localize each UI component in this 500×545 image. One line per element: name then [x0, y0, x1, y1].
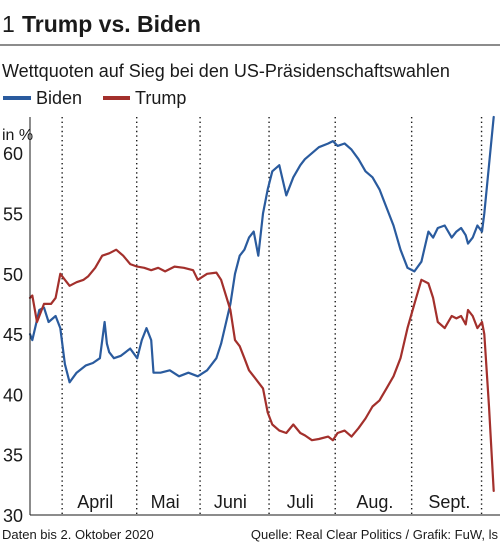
- legend-label-trump: Trump: [135, 88, 186, 108]
- series-layer: [28, 115, 495, 492]
- x-tick-label: Juni: [214, 492, 247, 512]
- legend-label-biden: Biden: [36, 88, 82, 108]
- y-tick-label: 50: [3, 265, 23, 285]
- x-tick-label: Aug.: [356, 492, 393, 512]
- y-tick-label: 35: [3, 446, 23, 466]
- x-tick-label: Mai: [151, 492, 180, 512]
- footer-date: Daten bis 2. Oktober 2020: [2, 527, 154, 542]
- y-tick-labels: 30 35 40 45 50 55 60: [3, 144, 23, 526]
- footer-source: Quelle: Real Clear Politics / Grafik: Fu…: [251, 527, 499, 542]
- y-tick-label: 60: [3, 144, 23, 164]
- x-tick-labels: April Mai Juni Juli Aug. Sept.: [77, 492, 470, 512]
- x-tick-label: Juli: [287, 492, 314, 512]
- x-tick-label: Sept.: [428, 492, 470, 512]
- figure-number: 1: [2, 11, 15, 37]
- series-line-trump: [28, 248, 495, 492]
- y-tick-label: 40: [3, 385, 23, 405]
- y-tick-label: 30: [3, 506, 23, 526]
- legend: Biden Trump: [3, 88, 186, 108]
- chart-title: Trump vs. Biden: [22, 11, 201, 37]
- y-axis-label: in %: [2, 127, 33, 144]
- series-line-biden: [28, 115, 495, 384]
- x-tick-label: April: [77, 492, 113, 512]
- y-tick-label: 55: [3, 204, 23, 224]
- chart-subtitle: Wettquoten auf Sieg bei den US-Präsidens…: [2, 61, 450, 81]
- y-tick-label: 45: [3, 325, 23, 345]
